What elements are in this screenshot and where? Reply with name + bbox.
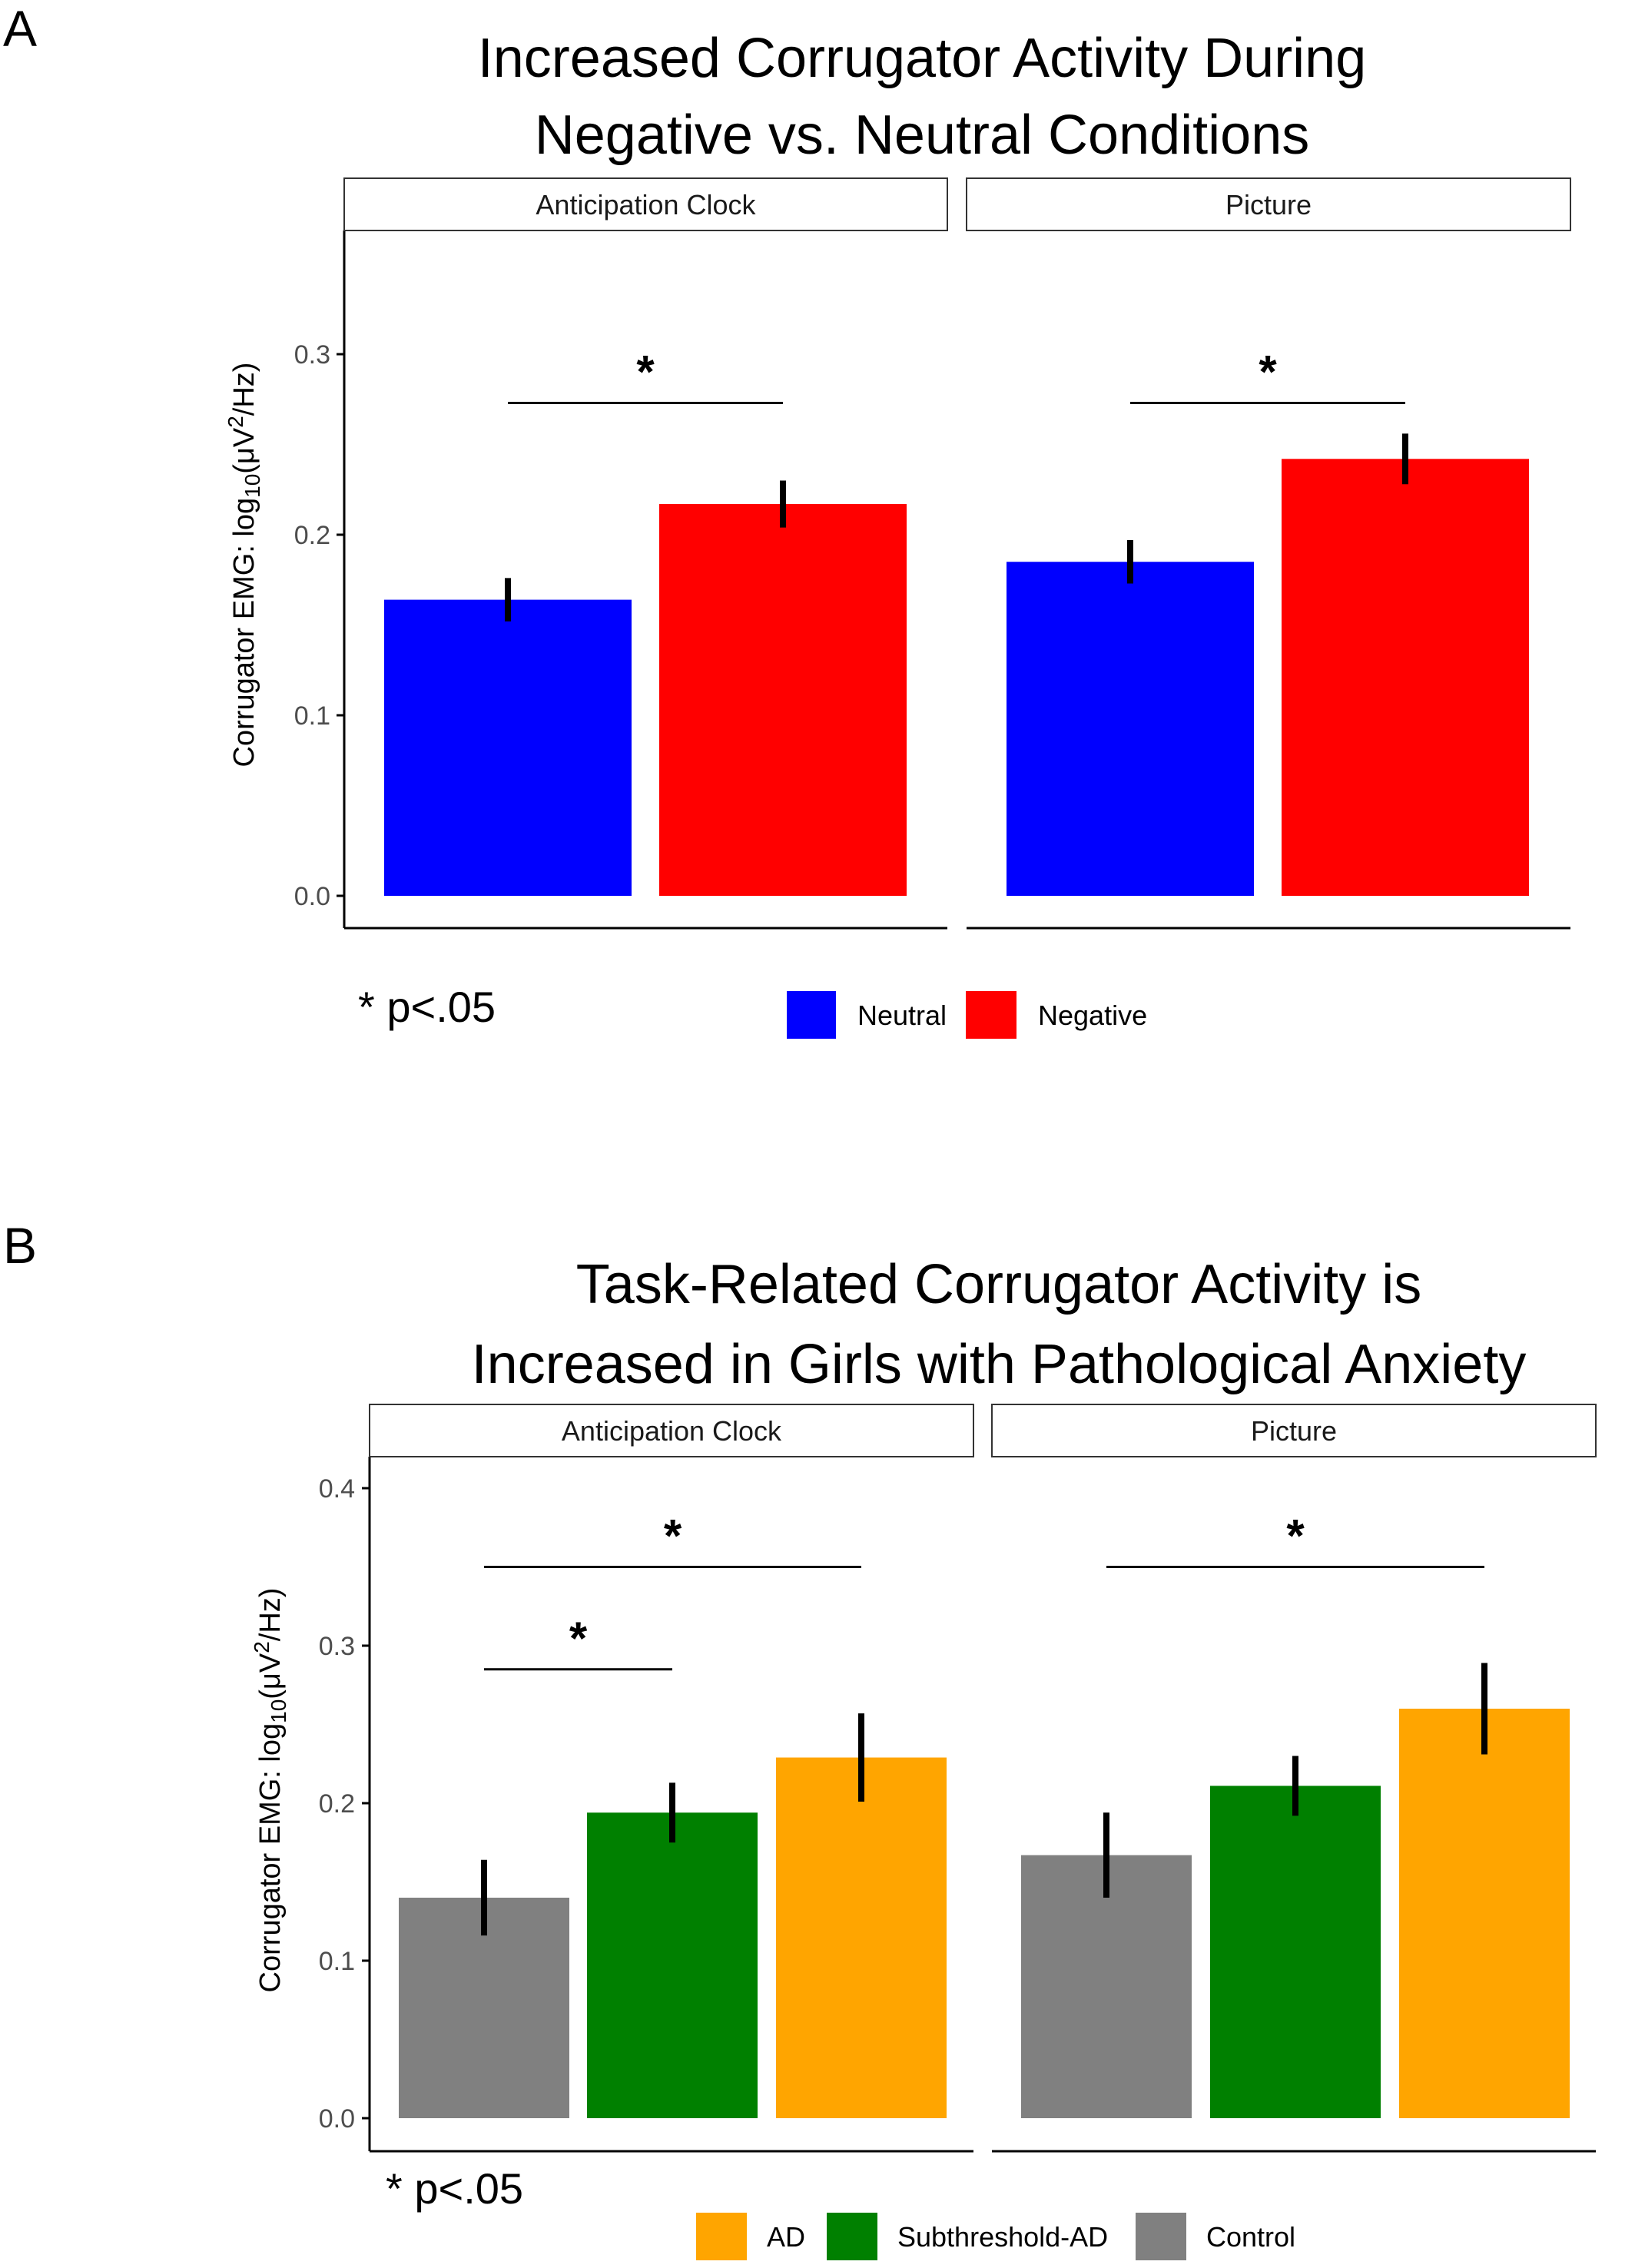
panel-a-letter: A: [3, 0, 37, 57]
panel-b-y-tick-label: 0.2: [319, 1789, 355, 1819]
panel-a-bar: [1282, 459, 1529, 896]
panel-b-significance-star: *: [569, 1613, 588, 1664]
panel-b-bar: [776, 1757, 947, 2118]
panel-b-title-line: Task-Related Corrugator Activity is: [576, 1254, 1421, 1315]
panel-b-letter: B: [3, 1217, 37, 1274]
panel-b-legend-swatch: [827, 2213, 877, 2260]
panel-a-title-line: Negative vs. Neutral Conditions: [535, 104, 1310, 166]
panel-b-y-axis-label: Corrugator EMG: log10(μV2/Hz): [250, 1588, 290, 1993]
panel-a-facet-strip: [966, 177, 1571, 231]
panel-b-legend-label: AD: [767, 2221, 805, 2253]
panel-a-facet-strip: [343, 177, 948, 231]
panel-b-facet-strip: [369, 1404, 974, 1457]
panel-a-facet-label: Picture: [1225, 189, 1312, 220]
panel-a-significance-note: * p<.05: [358, 983, 496, 1031]
panel-b-facet-label: Anticipation Clock: [562, 1415, 782, 1447]
panel-b-bar: [1399, 1709, 1570, 2118]
panel-b-significance-star: *: [664, 1510, 682, 1562]
panel-a-y-tick-label: 0.0: [294, 882, 330, 911]
panel-b-bar: [587, 1812, 758, 2118]
panel-a-bar: [384, 599, 632, 896]
panel-a-y-tick-label: 0.3: [294, 340, 330, 370]
panel-b-legend-label: Subthreshold-AD: [897, 2221, 1108, 2253]
panel-a-bar: [659, 504, 907, 896]
panel-a-bar: [1007, 562, 1254, 896]
panel-b-bar: [1210, 1786, 1381, 2118]
panel-b-y-tick-label: 0.1: [319, 1947, 355, 1976]
panel-b-bar: [1021, 1855, 1192, 2118]
panel-a-legend-swatch: [966, 991, 1016, 1039]
panel-b-significance-star: *: [1286, 1510, 1305, 1562]
panel-b-y-tick-label: 0.4: [319, 1474, 355, 1504]
panel-b-legend-swatch: [696, 2213, 747, 2260]
panel-b-y-tick-label: 0.0: [319, 2104, 355, 2134]
panel-b-significance-note: * p<.05: [386, 2164, 523, 2213]
panel-b-legend-label: Control: [1206, 2221, 1295, 2253]
panel-a-title-line: Increased Corrugator Activity During: [478, 28, 1367, 89]
panel-a-y-tick-label: 0.1: [294, 701, 330, 731]
panel-b-legend-swatch: [1136, 2213, 1186, 2260]
panel-b-facet-strip: [991, 1404, 1597, 1457]
panel-a-facet-label: Anticipation Clock: [536, 189, 756, 220]
panel-a-legend-label: Negative: [1038, 1000, 1147, 1031]
panel-a-y-tick-label: 0.2: [294, 521, 330, 550]
panel-b-y-tick-label: 0.3: [319, 1632, 355, 1661]
panel-a-legend-label: Neutral: [857, 1000, 947, 1031]
panel-b-title-line: Increased in Girls with Pathological Anx…: [472, 1334, 1527, 1395]
panel-a-significance-star: *: [1259, 346, 1277, 397]
panel-b-facet-label: Picture: [1251, 1415, 1337, 1447]
panel-a-significance-star: *: [636, 346, 655, 397]
panel-a-y-axis-label: Corrugator EMG: log10(μV2/Hz): [224, 363, 264, 768]
panel-a-legend-swatch: [787, 991, 836, 1039]
